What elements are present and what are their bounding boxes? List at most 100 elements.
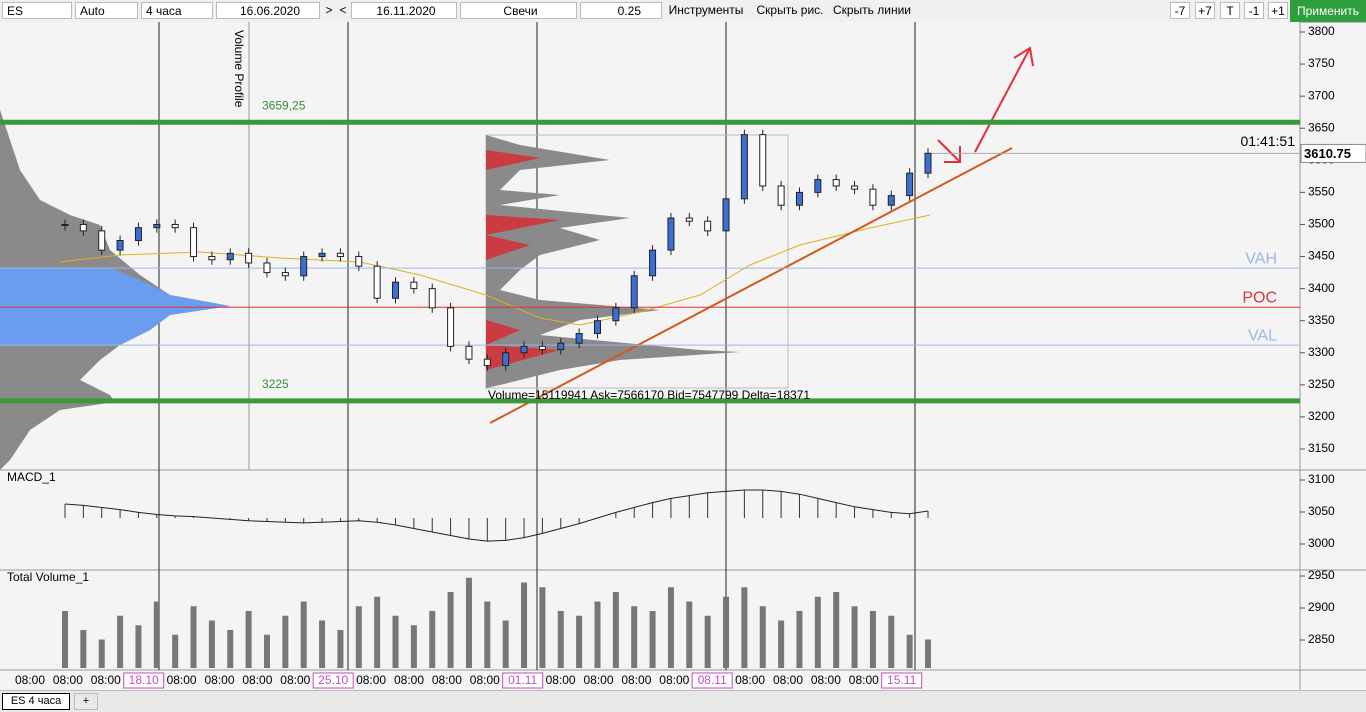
candle [355,256,363,267]
candle [153,223,161,229]
step-button[interactable]: +7 [1195,2,1215,19]
timeframe[interactable]: 4 часа [141,2,213,19]
volume-bar [906,634,913,668]
volume-bar [447,592,454,668]
tab-bar: ES 4 часа + [0,690,1366,712]
volume-bar [612,592,619,668]
macd-axis-label: 3050 [1308,504,1335,518]
candle [851,185,859,190]
tools[interactable]: Инструменты [668,3,744,17]
time-label: 08:00 [583,673,613,687]
tab[interactable]: ES 4 часа [2,693,70,710]
add-tab[interactable]: + [74,693,98,710]
hide-lines[interactable]: Скрыть линии [832,3,912,17]
candle [832,179,840,187]
date-to[interactable]: 16.11.2020 [351,2,457,19]
candle [208,256,216,261]
date-box [691,672,733,689]
volume-bar [208,620,215,668]
price-label: 3450 [1308,249,1335,263]
volume-bar [759,606,766,668]
time-label: 08:00 [15,673,45,687]
tick[interactable]: 0.25 [580,2,662,19]
candle [336,252,344,258]
chart: 3800375037003650360035503500345034003350… [0,22,1366,690]
candle [428,288,436,309]
price-label: 3800 [1308,24,1335,38]
volume-bar [392,615,399,668]
time-label: 08:00 [204,673,234,687]
chart-style[interactable]: Свечи [460,2,577,19]
volume-bar [502,620,509,668]
volume-bar [925,639,931,668]
step-button[interactable]: T [1220,2,1240,19]
volume-axis-label: 2850 [1308,632,1335,646]
date-label: 08.11 [698,673,727,687]
volume-axis-label: 2900 [1308,600,1335,614]
macd-title: MACD_1 [7,470,56,484]
candle [630,275,638,309]
volume-bar [153,601,160,668]
volume-bar [814,596,821,668]
candle [61,223,69,226]
volume-bar [80,630,87,668]
candle [759,134,767,187]
toolbar: ES Auto 4 часа 16.06.2020 > < 16.11.2020… [0,0,1366,23]
candle [685,217,693,222]
price-label: 3400 [1308,281,1335,295]
candle [373,265,381,299]
candle [887,195,895,206]
price-label: 3500 [1308,217,1335,231]
volume-bar [667,587,674,668]
apply[interactable]: Применить [1290,0,1366,22]
prev[interactable]: < [339,3,347,17]
volume-bar [521,582,528,668]
volume-bar [263,634,270,668]
time-label: 08:00 [735,673,765,687]
mid-profile-delta [486,150,560,370]
price-label: 3200 [1308,409,1335,423]
next[interactable]: > [325,3,333,17]
candle [667,217,675,251]
profile-stats: Volume=15119941 Ask=7566170 Bid=7547799 … [488,388,810,402]
step-button[interactable]: -7 [1170,2,1190,19]
volume-bar [465,577,472,668]
price-label: 3650 [1308,120,1335,134]
time-label: 08:00 [53,673,83,687]
step-button[interactable]: -1 [1244,2,1264,19]
val-label: VAL [1248,327,1277,344]
date-box [502,672,544,689]
candle [777,185,785,206]
volume-bar [190,606,197,668]
price-label: 3150 [1308,441,1335,455]
volume-axis-label: 2950 [1308,568,1335,582]
time-label: 08:00 [394,673,424,687]
vah-label: VAH [1245,250,1277,267]
candle [392,281,400,299]
time-label: 08:00 [811,673,841,687]
level-low-label: 3225 [262,377,289,391]
volume-bar [576,615,583,668]
candle [538,345,546,351]
hide-drawings[interactable]: Скрыть рис. [756,3,824,17]
symbol[interactable]: ES [2,2,72,19]
volume-bar [117,615,124,668]
volume-bar [594,601,601,668]
step-button[interactable]: +1 [1268,2,1288,19]
mid-profile [486,135,740,388]
scale[interactable]: Auto [75,2,138,19]
price-label: 3250 [1308,377,1335,391]
date-label: 25.10 [318,673,348,687]
price-label: 3550 [1308,185,1335,199]
volume-bar [245,611,252,668]
price-label: 3750 [1308,56,1335,70]
macd-line [64,489,929,542]
last-price: 3610.75 [1304,146,1351,161]
time-label: 08:00 [167,673,197,687]
volume-bar [649,611,656,668]
date-from[interactable]: 16.06.2020 [216,2,320,19]
arrows [937,46,1034,163]
volume-bar [741,587,748,668]
trend-line [489,147,1013,424]
